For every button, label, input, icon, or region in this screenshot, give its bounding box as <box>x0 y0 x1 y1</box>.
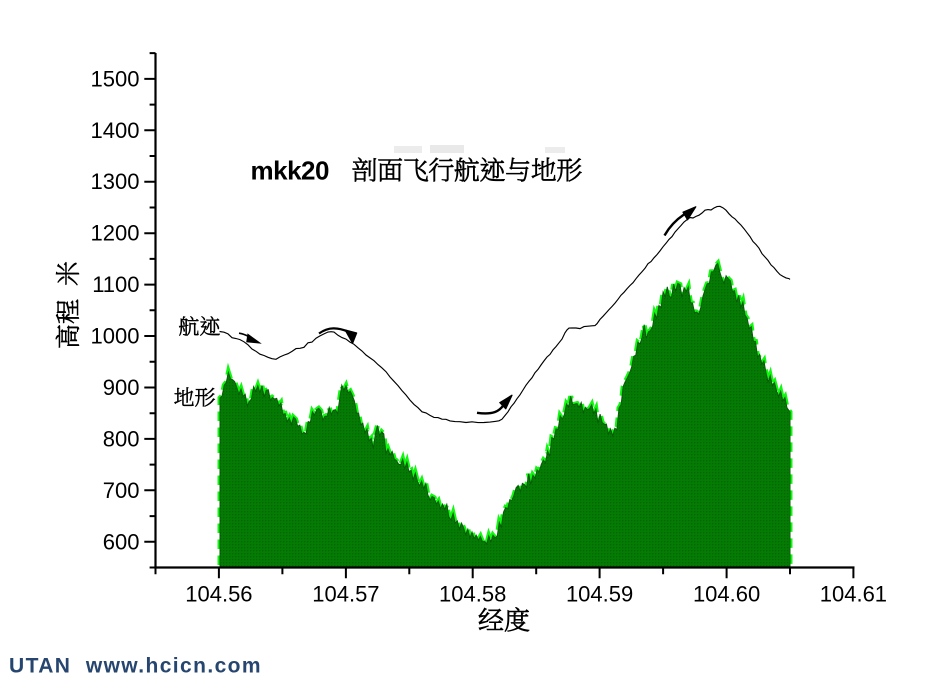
svg-text:104.61: 104.61 <box>820 582 887 607</box>
svg-text:1400: 1400 <box>91 118 140 143</box>
svg-text:1100: 1100 <box>92 272 139 297</box>
svg-text:UTAN www.hcicn.com: UTAN www.hcicn.com <box>9 655 262 678</box>
svg-text:104.56: 104.56 <box>185 582 252 607</box>
svg-text:104.59: 104.59 <box>566 582 633 607</box>
svg-text:104.57: 104.57 <box>312 582 379 607</box>
svg-text:700: 700 <box>103 478 140 503</box>
svg-text:1300: 1300 <box>91 169 140 194</box>
svg-text:1500: 1500 <box>91 66 140 91</box>
svg-text:104.58: 104.58 <box>439 582 506 607</box>
svg-text:1000: 1000 <box>91 324 140 349</box>
svg-text:104.60: 104.60 <box>693 582 760 607</box>
svg-text:1200: 1200 <box>91 221 140 246</box>
svg-text:mkk20: mkk20 <box>251 156 329 186</box>
svg-text:900: 900 <box>103 375 140 400</box>
svg-text:800: 800 <box>103 426 140 451</box>
svg-text:600: 600 <box>103 529 140 554</box>
